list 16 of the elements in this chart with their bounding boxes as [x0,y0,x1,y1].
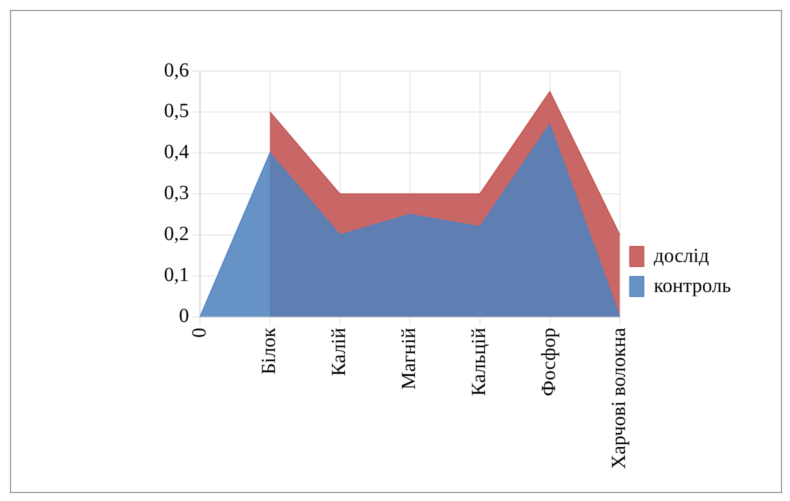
legend-label: дослід [654,244,710,267]
y-tick-label: 0,2 [164,223,189,246]
x-tick-label: Калій [328,328,350,376]
y-tick-label: 0,5 [164,100,189,122]
x-tick-label: Білок [258,328,280,375]
y-tick-label: 0,6 [164,59,189,82]
x-tick-label: Фосфор [538,328,560,396]
y-tick-label: 0 [179,305,189,328]
y-tick-label: 0,4 [164,141,189,164]
x-tick-label: Магній [398,328,420,390]
legend-label: контроль [654,274,732,297]
y-tick-label: 0,1 [164,264,189,286]
x-tick-label: Харчові волокна [608,328,630,469]
y-tick-label: 0,3 [164,182,189,204]
x-tick-label: 0 [188,328,210,338]
x-tick-label: Кальцій [468,328,490,396]
